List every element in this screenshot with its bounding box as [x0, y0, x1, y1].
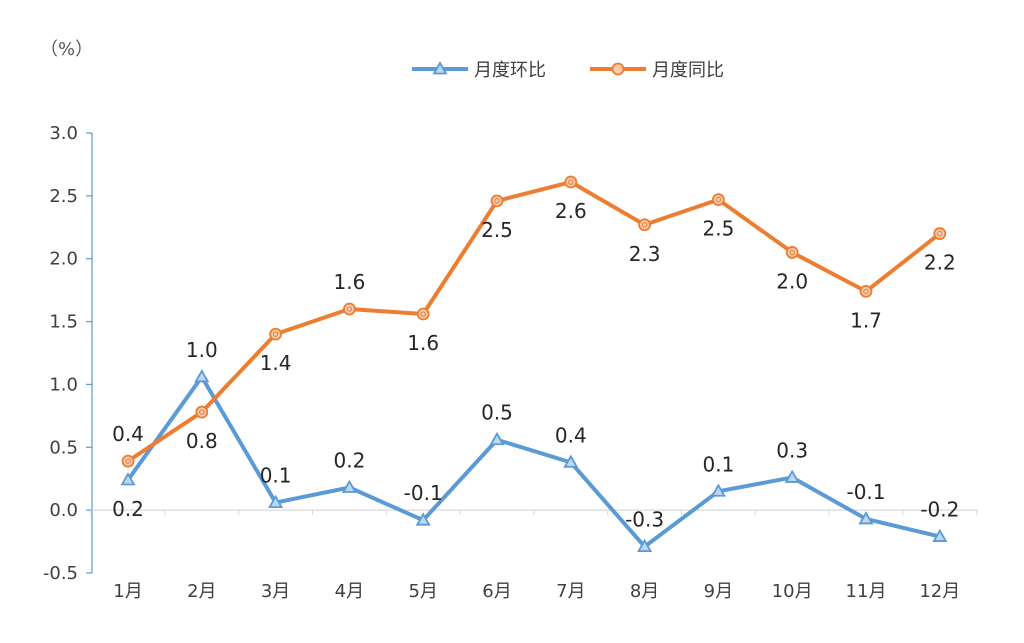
x-tick-label: 12月	[919, 581, 960, 602]
data-point	[785, 246, 799, 259]
data-point	[564, 175, 578, 189]
data-label: 1.0	[186, 338, 218, 362]
data-point-inner	[641, 222, 648, 228]
x-tick-label: 8月	[630, 581, 659, 602]
data-point-inner	[568, 179, 574, 185]
data-label: 0.5	[481, 401, 513, 425]
y-tick-label: 2.5	[49, 186, 78, 207]
x-tick-label: 3月	[261, 581, 290, 602]
data-point	[195, 405, 209, 419]
data-label: 0.4	[555, 423, 587, 447]
x-tick-label: 2月	[187, 581, 216, 602]
data-label: 0.8	[186, 429, 218, 453]
x-tick-label: 6月	[482, 581, 511, 602]
series-line-2	[126, 180, 942, 464]
data-point-inner	[125, 458, 131, 464]
data-label: 1.4	[260, 351, 292, 375]
data-point	[710, 483, 726, 497]
axes: 3.0 2.5 2.0 1.5 1.0 0.5 0.0 -0.5 1月 2月 3月 4月 5月 6月 7月 8…	[43, 123, 978, 602]
y-tick-label: 1.0	[49, 374, 78, 395]
y-tick-label: -0.5	[43, 563, 78, 584]
data-point	[194, 369, 210, 383]
data-point	[933, 227, 947, 240]
data-label: -0.2	[920, 498, 959, 522]
data-point	[489, 431, 505, 446]
data-point	[638, 218, 651, 232]
data-label: 0.2	[112, 497, 144, 521]
data-point	[637, 538, 653, 552]
legend-label: 月度同比	[652, 60, 724, 81]
data-point	[121, 454, 135, 468]
data-point-inner	[199, 409, 205, 415]
data-point	[563, 454, 579, 468]
x-tick-label: 10月	[772, 581, 813, 602]
data-point	[416, 307, 430, 321]
legend-marker	[432, 61, 448, 75]
data-label: 2.6	[555, 199, 587, 223]
data-label: 0.1	[702, 452, 734, 476]
data-point-inner	[789, 249, 795, 256]
data-label: 1.7	[850, 308, 882, 332]
data-point	[268, 494, 284, 509]
data-label: 1.6	[407, 331, 439, 355]
data-point-inner	[272, 331, 279, 337]
data-label: -0.1	[846, 480, 885, 504]
data-label: 0.2	[333, 449, 365, 473]
x-tick-label: 1月	[113, 581, 142, 602]
x-tick-label: 11月	[846, 581, 887, 602]
data-point	[858, 511, 874, 525]
series-layer	[120, 175, 948, 552]
legend-label: 月度环比	[474, 60, 546, 81]
data-point	[712, 193, 725, 207]
data-label: -0.1	[404, 481, 443, 505]
data-label: 2.0	[776, 269, 808, 293]
y-tick-label: 0.5	[49, 437, 78, 458]
data-point	[859, 284, 873, 298]
legend-marker	[611, 62, 625, 76]
data-point-inner	[420, 311, 426, 317]
data-label: 0.3	[776, 438, 808, 462]
data-point-inner	[937, 230, 943, 237]
data-point	[120, 472, 136, 486]
data-point-inner	[863, 288, 869, 295]
data-point	[341, 479, 357, 493]
y-tick-label: 0.0	[49, 500, 78, 521]
data-point	[415, 512, 431, 526]
x-tick-label: 9月	[704, 581, 733, 602]
x-tick-label: 7月	[556, 581, 585, 602]
data-point-inner	[494, 198, 500, 204]
data-labels: 0.2 1.0 0.1 0.2 -0.1 0.5 0.4 -0.3 0.1 0.3 -0.1 -0.2…	[112, 199, 959, 532]
data-label: 2.5	[481, 218, 513, 242]
data-point	[490, 194, 504, 208]
y-tick-label: 3.0	[49, 123, 78, 144]
data-point-inner	[715, 196, 722, 203]
series-line-1	[126, 374, 942, 549]
x-tick-label: 4月	[335, 581, 364, 602]
data-point	[784, 469, 800, 483]
y-tick-label: 1.5	[49, 312, 78, 333]
y-unit-label: （%）	[40, 39, 93, 60]
data-label: 2.5	[702, 217, 734, 241]
x-tick-label: 5月	[408, 581, 437, 602]
data-label: 0.1	[260, 464, 292, 488]
legend: 月度环比 月度同比	[412, 60, 724, 81]
data-point	[269, 327, 283, 341]
data-point	[342, 302, 356, 316]
data-point-inner	[346, 306, 353, 312]
data-label: -0.3	[625, 508, 664, 532]
data-label: 0.4	[112, 422, 144, 446]
y-tick-label: 2.0	[49, 249, 78, 270]
data-label: 2.2	[924, 251, 956, 275]
data-label: 2.3	[629, 242, 661, 266]
data-label: 1.6	[333, 270, 365, 294]
data-point	[932, 528, 948, 542]
